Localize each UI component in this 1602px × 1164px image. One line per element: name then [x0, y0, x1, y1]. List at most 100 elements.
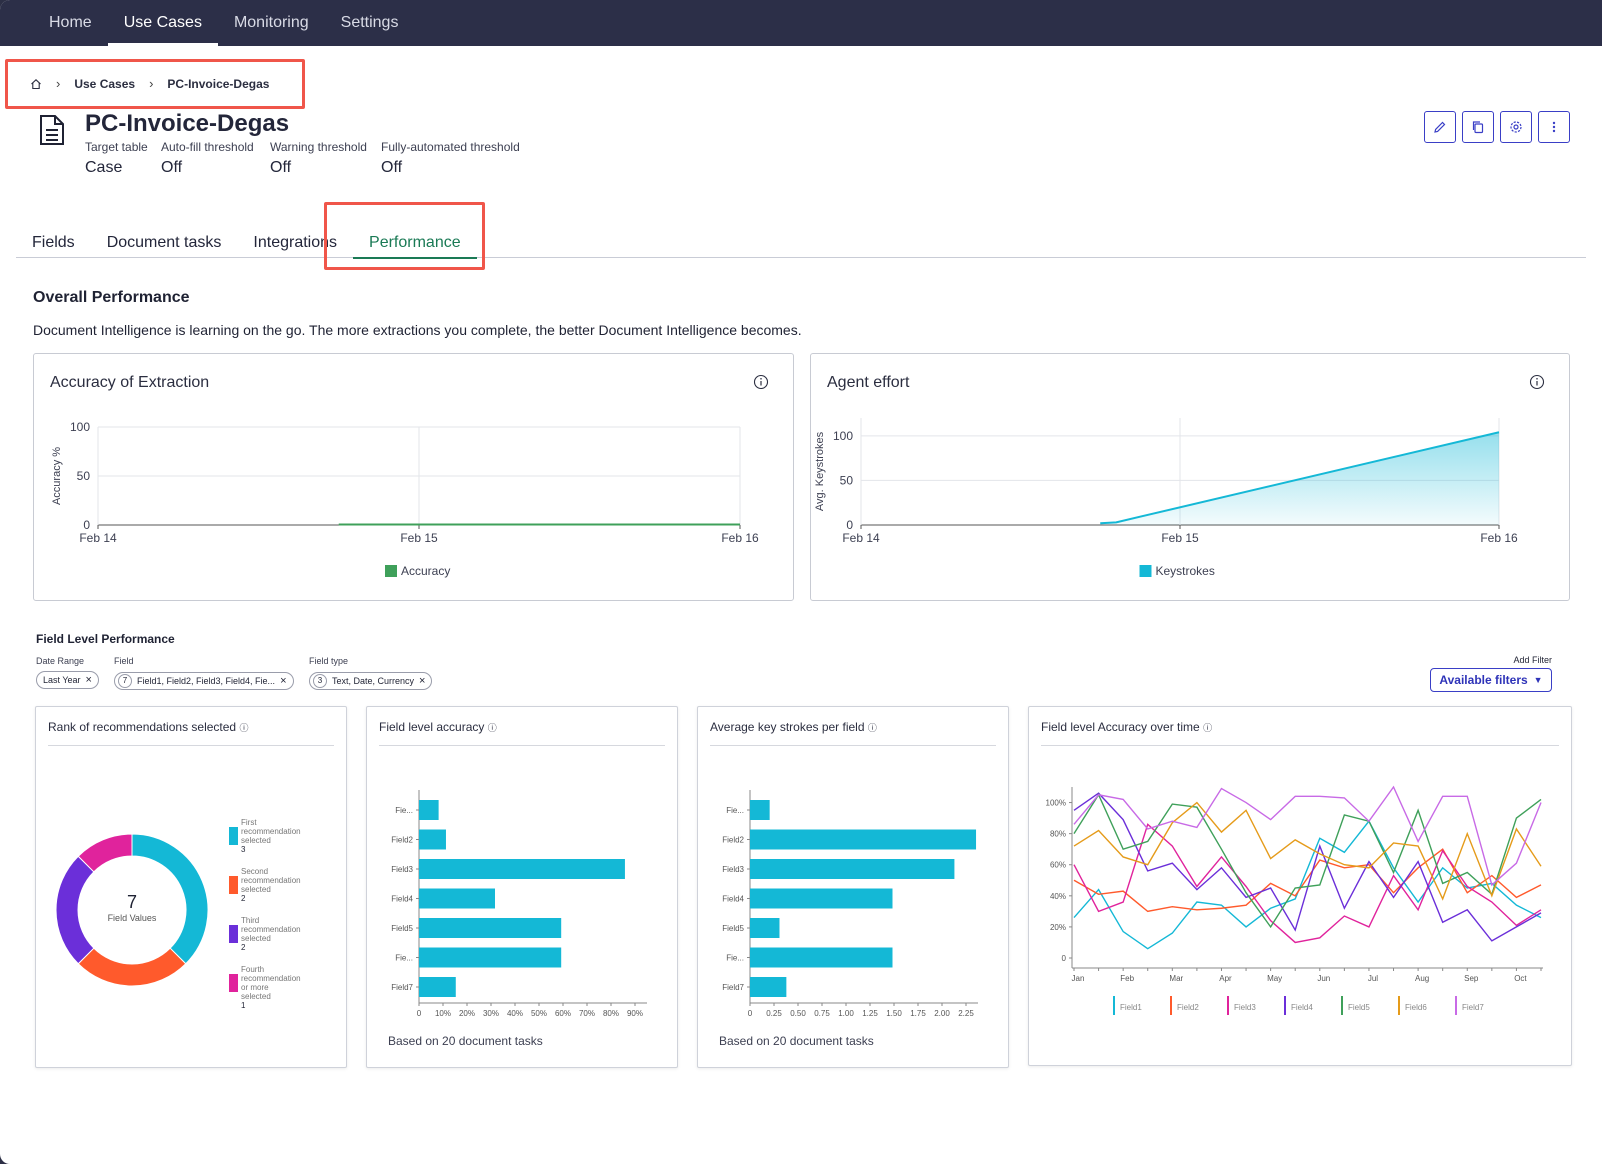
bar	[419, 859, 625, 879]
legend-swatch	[385, 565, 397, 577]
series-line	[1073, 819, 1542, 950]
home-icon[interactable]	[30, 78, 42, 90]
copy-icon	[1471, 120, 1485, 134]
donut-slice	[131, 833, 209, 965]
y-tick-label: 100	[833, 429, 853, 443]
series-line	[1073, 785, 1542, 887]
x-tick-label: 2.00	[934, 1009, 950, 1018]
bar-category-label: Fie...	[726, 954, 744, 963]
bar-category-label: Field7	[391, 983, 413, 992]
filter-chip-field-type[interactable]: 3 Text, Date, Currency ×	[309, 671, 433, 690]
info-icon[interactable]: ⓘ	[487, 723, 497, 733]
x-tick-label: 0.50	[790, 1009, 806, 1018]
remove-filter-icon[interactable]: ×	[280, 674, 287, 687]
info-icon[interactable]	[1529, 374, 1545, 390]
settings-button[interactable]	[1500, 111, 1532, 143]
legend-label: Fourth	[241, 965, 264, 974]
bar-category-label: Field3	[722, 865, 744, 874]
y-tick-label: 20%	[1050, 923, 1066, 932]
more-button[interactable]	[1538, 111, 1570, 143]
bar-category-label: Field5	[722, 924, 744, 933]
chevron-right-icon: ›	[56, 76, 61, 91]
info-icon[interactable]: ⓘ	[239, 723, 249, 733]
donut-slice	[77, 947, 187, 987]
x-tick-label: 0.25	[766, 1009, 782, 1018]
legend-label: or more	[241, 983, 269, 992]
legend-label: Field4	[1291, 1003, 1313, 1012]
breadcrumb-use-cases[interactable]: Use Cases	[74, 76, 136, 91]
x-tick-label: 0	[417, 1009, 422, 1018]
x-tick-label: Feb 14	[79, 531, 117, 545]
bar	[750, 829, 977, 850]
bar	[419, 918, 562, 938]
tab-document-tasks[interactable]: Document tasks	[106, 234, 222, 251]
info-icon[interactable]: ⓘ	[1203, 723, 1213, 733]
breadcrumb-current: PC-Invoice-Degas	[167, 76, 270, 91]
chevron-right-icon: ›	[149, 76, 154, 91]
legend-label: Keystrokes	[1156, 564, 1215, 578]
nav-home[interactable]: Home	[49, 14, 92, 31]
y-axis-label: Avg. Keystrokes	[814, 431, 826, 511]
bar-category-label: Fie...	[726, 806, 744, 815]
bar	[750, 977, 787, 997]
bar	[750, 947, 893, 968]
legend-value: 2	[241, 943, 246, 952]
x-tick-label: 0	[748, 1009, 753, 1018]
x-tick-label: Feb 14	[842, 531, 880, 545]
legend-label: First	[241, 818, 257, 827]
legend-label: Accuracy	[401, 564, 450, 578]
accuracy-chart: 0 50 100 Feb 14 Feb 15 Feb 16 Accuracy % Accura…	[51, 420, 759, 578]
x-tick-label: 20%	[459, 1009, 475, 1018]
legend-label: Third	[241, 916, 259, 925]
legend-label: recommendation	[241, 974, 301, 983]
meta-auto-fill: Auto-fill threshold Off	[161, 140, 254, 176]
nav-settings[interactable]: Settings	[340, 14, 399, 31]
info-icon[interactable]: ⓘ	[867, 723, 877, 733]
legend-label: Field2	[1177, 1003, 1199, 1012]
tab-fields[interactable]: Fields	[32, 234, 75, 251]
filter-chip-field[interactable]: 7 Field1, Field2, Field3, Field4, Fie... ×	[114, 671, 294, 690]
legend-label: recommendation	[241, 827, 301, 836]
remove-filter-icon[interactable]: ×	[85, 674, 92, 686]
overall-performance-title: Overall Performance	[33, 289, 190, 306]
tab-integrations[interactable]: Integrations	[253, 234, 338, 251]
field-accuracy-bar-chart: Fie... Field2 Field3 Field4 Field5 Fie... Fiel…	[391, 790, 647, 1018]
legend-label: Field1	[1120, 1003, 1142, 1012]
y-tick-label: 40%	[1050, 892, 1066, 901]
bar-category-label: Field4	[722, 895, 744, 904]
x-tick-label: 40%	[507, 1009, 523, 1018]
nav-use-cases[interactable]: Use Cases	[107, 0, 219, 46]
x-tick-label: Jul	[1368, 974, 1378, 983]
legend-label: Field3	[1234, 1003, 1256, 1012]
legend-label: Field7	[1462, 1003, 1484, 1012]
document-icon	[38, 114, 66, 151]
nav-monitoring[interactable]: Monitoring	[233, 14, 309, 31]
bar	[419, 947, 562, 968]
edit-button[interactable]	[1424, 111, 1456, 143]
field-accuracy-card-title: Field level accuracy ⓘ	[379, 720, 497, 734]
header-actions	[1424, 111, 1570, 143]
bar-category-label: Field2	[722, 836, 744, 845]
remove-filter-icon[interactable]: ×	[419, 674, 426, 687]
x-tick-label: 70%	[579, 1009, 595, 1018]
series-line	[1100, 431, 1500, 525]
field-level-title: Field Level Performance	[36, 632, 175, 646]
area-fill	[1100, 432, 1499, 525]
filter-chip-date-range[interactable]: Last Year ×	[36, 671, 99, 689]
x-tick-label: 10%	[435, 1009, 451, 1018]
field-accuracy-footnote: Based on 20 document tasks	[388, 1034, 543, 1048]
info-icon[interactable]	[753, 374, 769, 390]
keystrokes-bar-chart: Fie... Field2 Field3 Field4 Field5 Fie... Fiel…	[722, 790, 978, 1018]
y-tick-label: 100	[70, 420, 90, 434]
legend-label: selected	[241, 885, 271, 894]
donut-center-label: Field Values	[108, 913, 157, 923]
x-tick-label: 1.50	[886, 1009, 902, 1018]
keystrokes-card: Average key strokes per field ⓘ Fie... Fi…	[697, 706, 1009, 1068]
tab-performance[interactable]: Performance	[353, 216, 477, 259]
available-filters-button[interactable]: Available filters ▼	[1430, 668, 1552, 692]
accuracy-over-time-chart: 0 20% 40% 60% 80% 100% Jan Feb Mar Apr May Jun Jul Au…	[1046, 785, 1543, 1015]
copy-button[interactable]	[1462, 111, 1494, 143]
legend-label: selected	[241, 836, 271, 845]
